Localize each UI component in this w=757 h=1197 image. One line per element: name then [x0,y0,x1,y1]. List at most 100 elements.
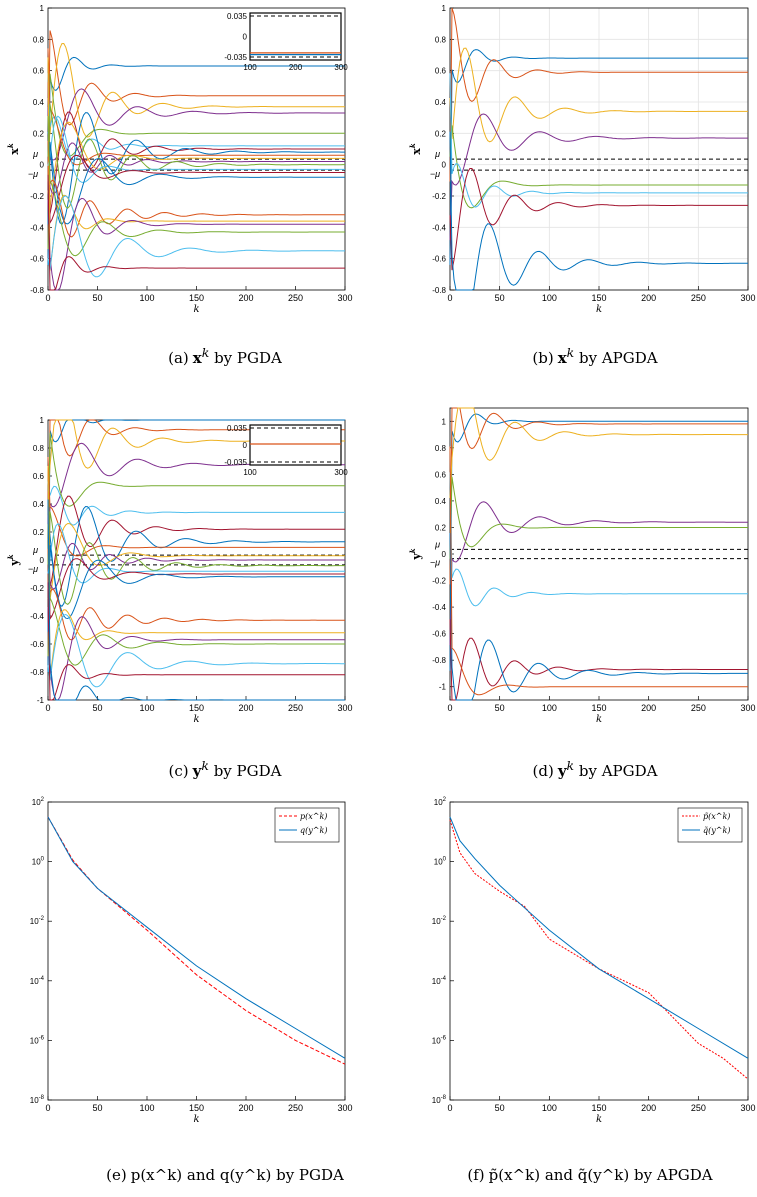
series-line [47,490,345,621]
x-tick-label: 250 [691,1103,706,1113]
y-tick-label: 1 [40,4,45,13]
series-line [47,197,345,291]
y-tick-label: -0.2 [30,584,44,593]
series-line [449,73,748,208]
y-tick-label: -0.6 [432,630,446,639]
y-axis-label-sup: k [408,143,417,148]
x-tick-label: 0 [45,1103,50,1113]
series-line [449,476,748,559]
series-line [47,465,345,678]
series-line [47,456,345,557]
x-tick-label: 0 [45,293,50,303]
x-tick-label: 300 [337,1103,352,1113]
y-axis-label: yk [6,554,21,566]
series-line [47,495,345,623]
x-tick-label: 200 [238,293,253,303]
x-tick-label: 150 [189,703,204,713]
y-tick-label: 0.2 [435,129,447,138]
y-tick-label: 100 [32,857,45,867]
y-tick-label: 1 [442,4,447,13]
x-tick-label: 0 [447,703,452,713]
series-line [47,174,345,291]
y-axis-label: xk [408,143,423,155]
legend-box [274,807,340,843]
x-tick-label: 50 [495,293,505,303]
series-line [47,140,345,238]
x-tick-label: 200 [641,1103,656,1113]
series-line [47,582,345,701]
series-line [47,88,345,241]
inset-y-tick-label: 0 [243,33,248,42]
y-tick-label: 0 [40,556,45,565]
y-tick-label: 102 [434,797,447,807]
x-tick-label: 200 [238,1103,253,1113]
series-line [449,619,748,701]
x-tick-label: 50 [92,703,102,713]
y-tick-exponent: -6 [39,1035,45,1041]
y-tick-exponent: 2 [443,797,447,803]
x-tick-label: 250 [288,293,303,303]
y-tick-label: 0.4 [435,497,447,506]
x-tick-label: 150 [591,293,606,303]
y-tick-exponent: 2 [41,797,45,803]
x-tick-label: 100 [542,1103,557,1113]
series-line [47,505,346,607]
y-axis-label-sup: k [6,554,15,559]
x-tick-label: 150 [591,1103,606,1113]
series-line [47,73,345,157]
series-line [47,141,345,225]
series-line [449,407,748,498]
x-tick-label: 100 [139,1103,154,1113]
inset-x-tick-label: 100 [243,63,257,72]
caption-b: (b) xk by APGDA [532,345,658,367]
x-tick-label: 100 [542,703,557,713]
series-line [47,432,345,565]
caption-d: (d) yk by APGDA [532,758,658,780]
caption-a: (a) xk by PGDA [168,345,282,367]
series-line [449,501,748,646]
x-tick-label: 200 [641,703,656,713]
neg-mu-label: −μ [430,558,440,568]
x-tick-label: 150 [591,703,606,713]
y-tick-label: 1 [40,416,45,425]
caption-f: (f) p̃(x^k) and q̃(y^k) by APGDA [467,1166,713,1184]
series-line [47,82,345,225]
chart-b: 0 50 100 150 200 250 300 -0.8 -0.6 -0.4 -0.2 0 0.2 0.… [408,4,756,315]
neg-mu-label: −μ [28,169,38,179]
series-line [47,115,345,183]
chart-c: 0 50 100 150 200 250 300 -1 -0.8 -0.6 -0.4 -0.2 0 0.2… [6,416,353,725]
series-line [449,413,748,671]
x-axis-label: k [596,304,602,315]
series-line [47,613,345,688]
series-1-line [47,816,346,1059]
series-line [47,57,345,271]
x-tick-label: 250 [288,1103,303,1113]
x-tick-label: 300 [337,293,352,303]
x-tick-label: 300 [740,703,755,713]
series-line [47,112,345,226]
series-line [47,104,345,250]
x-axis-label: k [596,1114,602,1125]
inset-x-tick-label: 300 [334,63,348,72]
legend-entry: q̃(y^k) [703,826,730,835]
y-tick-label: 0.8 [33,35,45,44]
inset-y-tick-label: -0.035 [224,458,247,467]
x-tick-label: 250 [288,703,303,713]
x-tick-label: 150 [189,293,204,303]
x-axis-label: k [193,714,199,725]
series-line [449,168,748,271]
y-tick-label: 0.2 [33,528,45,537]
series-line [47,73,345,161]
y-tick-label: 102 [32,797,45,807]
y-axis-label: xk [6,143,21,155]
series-line [47,111,345,216]
x-tick-label: 0 [447,1103,452,1113]
y-tick-label: 10-2 [432,916,447,926]
chart-a: 0 50 100 150 200 250 300 -0.8 -0.6 -0.4 -0.2 0 0.2 0.… [6,4,353,315]
y-tick-exponent: -2 [39,916,45,922]
inset-y-tick-label: 0 [243,441,248,450]
x-tick-label: 150 [189,1103,204,1113]
series-line [47,195,345,278]
series-line [449,532,748,701]
